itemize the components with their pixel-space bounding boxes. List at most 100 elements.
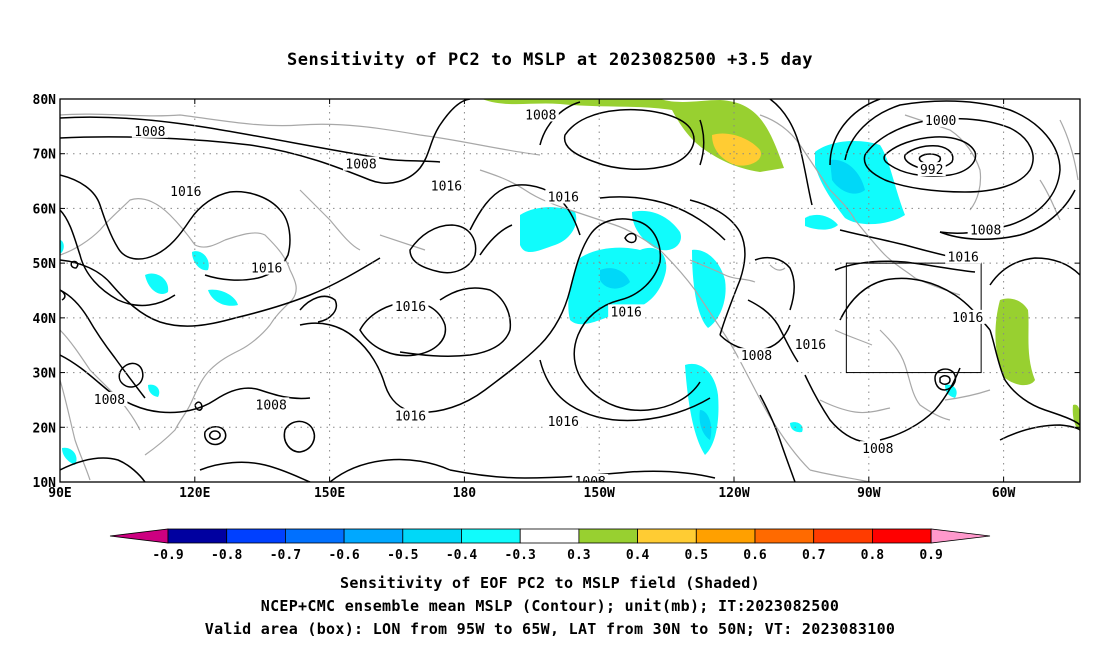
lon-tick-label: 90E [48,486,71,501]
colorbar-box [226,528,286,544]
colorbar-label: 0.3 [567,548,590,563]
shade-cyan-westpac2 [192,251,209,271]
contour-label: 992 [920,163,943,178]
contour-label: 1016 [395,300,426,315]
contour-label: 1016 [251,262,282,277]
colorbar-label: 0.4 [626,548,650,563]
contour-label-bg [253,397,290,412]
coastlines [60,113,1079,482]
colorbar-label: 0.5 [685,548,708,563]
contour-label: 1016 [952,311,983,326]
colorbar-label: -0.4 [446,548,477,563]
contour-label-bg [248,260,285,275]
contour-label-bg [428,178,465,193]
contour-label: 1008 [525,108,556,123]
contour-label: 1016 [948,251,979,266]
shade-cyan-india [60,240,64,254]
colorbar-box [695,528,756,544]
contour-label-bg [522,107,559,122]
lon-tick-label: 150W [584,486,615,501]
colorbar-label: -0.8 [211,548,242,563]
contour-labels: 1008 1008 1016 1016 1016 1008 1016 1000 992 1008 1… [91,107,1004,490]
contour-label-bg [572,474,609,482]
colorbar-label: 0.8 [861,548,885,563]
colorbar-label: -0.6 [328,548,359,563]
shade-cyan-mex [790,422,803,433]
contour-label-bg [922,112,959,127]
contour-label: 1000 [925,114,956,129]
shade-cyan-np-east [632,210,681,251]
colorbar-box [343,528,404,544]
contour-label: 1016 [795,338,826,353]
contour-label-bg [392,298,429,313]
contour-label-bg [859,441,896,456]
colorbar-label: -0.3 [505,548,536,563]
contour-label-bg [738,348,775,363]
colorbar-high-arrow [930,528,991,544]
contour-label: 1016 [431,180,462,195]
colorbar-label: 0.6 [743,548,767,563]
contour-label-bg [967,222,1004,237]
shade-positive-atlantic [995,298,1035,386]
shade-orange-arctic [712,133,761,166]
colorbar-box [461,528,521,544]
lon-tick-label: 150E [314,486,345,501]
graticule [60,99,1080,482]
lat-tick-label: 20N [33,421,57,436]
contour-label-bg [792,337,829,352]
colorbar-box [637,528,697,544]
contour-label: 1016 [611,305,642,320]
lon-tick-label: 90W [857,486,881,501]
contour-label-bg [167,184,204,199]
lat-tick-label: 60N [33,202,57,217]
contour-label: 1016 [548,415,579,430]
colorbar-box [578,528,639,544]
colorbar-label: -0.9 [152,548,183,563]
contour-label: 1008 [970,223,1001,238]
contour-label-bg [945,249,982,264]
axis-labels: 90E 120E 150E 180 150W 120W 90W 60W 80N 70N 60N 50N… [33,93,1080,501]
shade-cyan-goa [520,207,577,253]
map-frame [59,98,1081,483]
lon-tick-label: 60W [992,486,1016,501]
contour-label-bg [91,391,128,406]
contour-label: 1008 [862,442,893,457]
lat-tick-label: 70N [33,148,57,163]
colorbar-box [754,528,815,544]
contour-label-bg [545,189,582,204]
contour-label: 1016 [170,185,201,200]
colorbar-low-arrow [109,528,169,544]
caption-line-2: NCEP+CMC ensemble mean MSLP (Contour); u… [260,597,840,615]
colorbar-box [813,528,873,544]
shade-cyan-np-core [600,268,630,289]
shade-cyan-westpac4 [148,384,160,397]
contour-label: 1008 [134,125,165,140]
contour-label: 1016 [395,409,426,424]
caption-line-1: Sensitivity of EOF PC2 to MSLP field (Sh… [340,574,760,592]
lon-tick-label: 180 [453,486,477,501]
colorbar-label: -0.7 [270,548,301,563]
contour-label-bg [131,123,168,138]
lon-tick-label: 120E [179,486,210,501]
contour-label: 1008 [345,158,376,173]
shade-cyan-baja-core [699,410,712,440]
shade-cyan-labrador [805,214,838,230]
lat-tick-label: 40N [33,312,57,327]
shade-cyan-bob [62,447,77,465]
contour-label-bg [949,309,986,324]
colorbar-label: 0.7 [802,548,825,563]
shade-cyan-westpac1 [145,273,169,295]
lat-tick-label: 50N [33,257,57,272]
lat-tick-label: 80N [33,93,57,108]
contour-label: 1016 [548,190,579,205]
shade-cyan-westpac3 [208,289,238,306]
contour-label: 1008 [94,393,125,408]
colorbar-box [872,528,932,544]
contour-label: 1008 [575,475,606,490]
contour-label-bg [343,156,380,171]
colorbar-box [402,528,462,544]
shade-positive-arctic [482,99,784,172]
figure-title: Sensitivity of PC2 to MSLP at 2023082500… [286,50,813,70]
caption-line-3: Valid area (box): LON from 95W to 65W, L… [204,620,896,638]
